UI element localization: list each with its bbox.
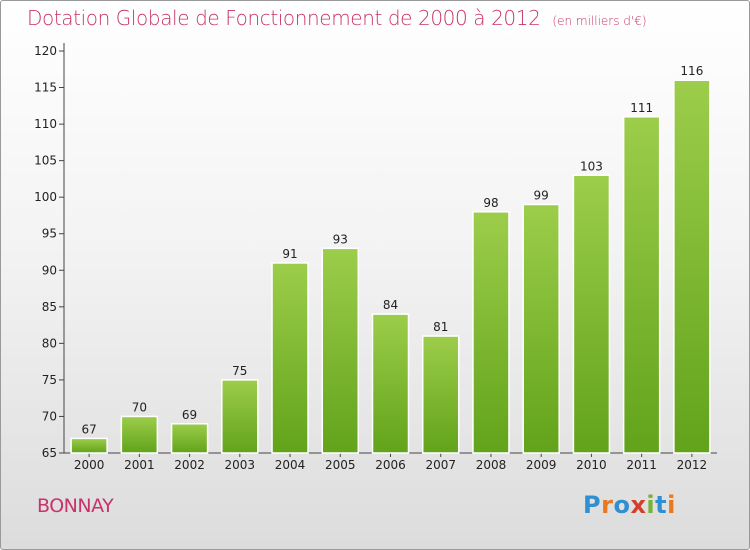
bar-2001 — [120, 415, 159, 454]
y-tick-label: 100 — [34, 190, 57, 204]
bar-2003 — [221, 379, 259, 454]
data-label-2002: 69 — [182, 408, 197, 422]
data-label-2009: 99 — [534, 188, 549, 202]
logo-letter: i — [667, 491, 676, 519]
bar-2006 — [371, 313, 410, 454]
x-tick-label: 2000 — [74, 458, 105, 472]
data-label-2010: 103 — [580, 159, 603, 173]
data-label-2003: 75 — [232, 364, 247, 378]
x-tick-label: 2010 — [576, 458, 607, 472]
y-tick-label: 70 — [42, 409, 57, 423]
logo-letter: r — [601, 491, 614, 519]
data-label-2007: 81 — [433, 320, 448, 334]
data-label-2001: 70 — [132, 400, 147, 414]
bar-2008 — [472, 211, 510, 454]
x-tick-label: 2002 — [174, 458, 205, 472]
logo-letter: o — [613, 491, 631, 519]
logo-letter: P — [583, 491, 602, 519]
x-tick-label: 2005 — [325, 458, 356, 472]
y-tick-label: 65 — [42, 446, 57, 460]
axes: 65 70 75 80 85 90 95 100 105 110 115 120 — [34, 43, 717, 460]
y-tick-label: 120 — [34, 44, 57, 58]
logo-letter: t — [655, 491, 668, 519]
x-tick-label: 2006 — [375, 458, 406, 472]
y-tick-label: 75 — [42, 373, 57, 387]
data-label-2006: 84 — [383, 298, 398, 312]
x-tick-label: 2011 — [626, 458, 657, 472]
x-tick-label: 2007 — [425, 458, 456, 472]
data-label-2008: 98 — [483, 196, 498, 210]
bars — [70, 79, 711, 454]
x-tick-label: 2004 — [275, 458, 306, 472]
bar-2002 — [170, 423, 209, 454]
x-tick-label: 2003 — [225, 458, 256, 472]
data-label-2011: 111 — [630, 101, 653, 115]
commune-name: BONNAY — [37, 495, 114, 517]
bar-2010 — [572, 174, 611, 454]
logo-letter: i — [646, 491, 656, 519]
chart-title-text: Dotation Globale de Fonctionnement de 20… — [27, 6, 541, 30]
chart-unit: (en milliers d'€) — [552, 14, 647, 28]
data-label-2012: 116 — [680, 64, 703, 78]
data-label-2004: 91 — [282, 247, 297, 261]
bar-2012 — [673, 79, 711, 454]
proxiti-logo: Proxiti — [583, 491, 676, 519]
y-tick-label: 95 — [42, 227, 57, 241]
y-tick-label: 110 — [34, 117, 57, 131]
data-label-2000: 67 — [81, 422, 96, 436]
bar-2004 — [271, 262, 309, 454]
bar-2007 — [421, 335, 460, 454]
data-label-2005: 93 — [333, 232, 348, 246]
bar-2009 — [522, 203, 560, 454]
y-tick-label: 85 — [42, 300, 57, 314]
x-tick-label: 2008 — [476, 458, 507, 472]
x-tick-label: 2009 — [526, 458, 557, 472]
bar-2005 — [321, 247, 360, 454]
y-tick-label: 80 — [42, 336, 57, 350]
y-tick-label: 115 — [34, 81, 57, 95]
x-tick-label: 2012 — [677, 458, 708, 472]
logo-letter: x — [630, 491, 647, 519]
bar-2000 — [70, 437, 108, 454]
chart-title: Dotation Globale de Fonctionnement de 20… — [27, 6, 647, 30]
y-tick-label: 90 — [42, 263, 57, 277]
bar-2011 — [622, 116, 661, 454]
y-tick-label: 105 — [34, 154, 57, 168]
x-tick-label: 2001 — [124, 458, 155, 472]
labels: 2000 67 2001 70 2002 69 2003 75 2004 91 2005 93 2006… — [74, 64, 707, 472]
